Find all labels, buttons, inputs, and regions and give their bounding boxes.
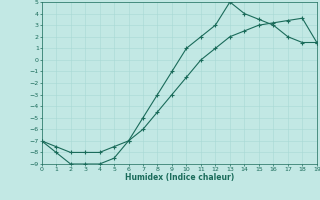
X-axis label: Humidex (Indice chaleur): Humidex (Indice chaleur) xyxy=(124,173,234,182)
